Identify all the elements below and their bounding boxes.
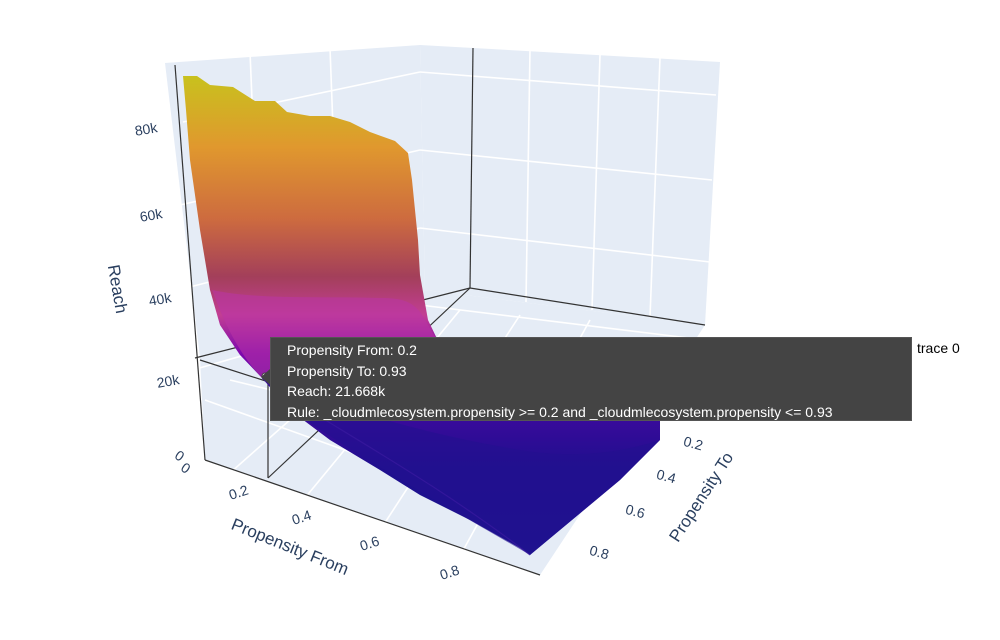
z-tick-label: 20k: [156, 371, 182, 391]
tooltip-rule: Rule: _cloudmlecosystem.propensity >= 0.…: [287, 403, 833, 420]
x-tick-label: 0: [178, 459, 194, 477]
hover-tooltip: Propensity From: 0.2 Propensity To: 0.93…: [270, 337, 912, 421]
tooltip-arrow: [261, 369, 270, 385]
surface-lower-shade: [262, 378, 660, 555]
tooltip-reach: Reach: 21.668k: [287, 383, 386, 399]
tooltip-trace-name: trace 0: [917, 340, 960, 356]
surface-trace[interactable]: [183, 76, 660, 556]
x-axis-title: Propensity From: [229, 515, 352, 579]
surface-ridge-shade: [212, 290, 440, 378]
y-tick-label: 0.6: [624, 501, 647, 522]
tooltip-propensity-from: Propensity From: 0.2: [287, 342, 417, 358]
x-tick-label: 0.4: [290, 507, 314, 528]
y-tick-label: 0.2: [682, 433, 705, 454]
z-axis-title: Reach: [104, 263, 131, 315]
y-tick-label: 0.8: [588, 542, 611, 563]
x-tick-label: 0.8: [438, 562, 462, 583]
x-tick-label: 0.2: [227, 482, 251, 503]
tooltip-propensity-to: Propensity To: 0.93: [287, 362, 407, 379]
y-tick-label: 0.4: [655, 466, 678, 487]
z-tick-label: 40k: [148, 289, 174, 309]
back-wall-right: [420, 45, 720, 325]
z-tick-label: 60k: [139, 205, 165, 225]
y-axis-title: Propensity To: [665, 449, 737, 545]
x-tick-label: 0.6: [358, 533, 382, 554]
z-tick-label: 80k: [134, 119, 160, 139]
z-axis: 80k 60k 40k 20k 0 Reach: [104, 119, 188, 465]
